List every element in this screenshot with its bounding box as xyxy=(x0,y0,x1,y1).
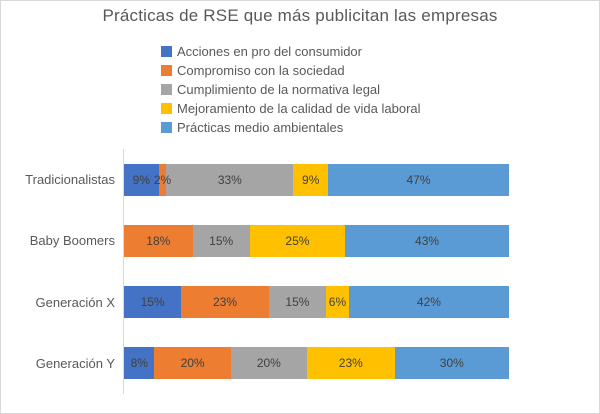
bar-segment: 15% xyxy=(124,286,182,319)
stacked-bar: 9% 2% 33% 9% 47% xyxy=(124,163,509,196)
bar-segment: 15% xyxy=(268,286,327,319)
plot-area: Tradicionalistas 9% 2% 33% 9% 47% Baby Boomers… xyxy=(25,149,509,394)
legend: Acciones en pro del consumidor Compromiso… xyxy=(161,42,421,137)
legend-swatch-icon xyxy=(161,103,172,114)
segment-value-label: 30% xyxy=(439,356,464,371)
category-label: Tradicionalistas xyxy=(25,172,115,188)
legend-item: Prácticas medio ambientales xyxy=(161,118,421,137)
category-label: Baby Boomers xyxy=(29,233,115,249)
stacked-bar: 8% 20% 20% 23% 30% xyxy=(124,347,509,380)
bar-segment: 2% xyxy=(154,163,171,196)
bar-row: Generación X 15% 23% 15% 6% 42% xyxy=(36,272,509,333)
segment-value-label: 9% xyxy=(302,172,320,187)
bar-row: Generación Y 8% 20% 20% 23% 30% xyxy=(36,333,509,394)
legend-item: Mejoramiento de la calidad de vida labor… xyxy=(161,99,421,118)
category-label: Generación X xyxy=(35,294,116,310)
segment-value-label: 18% xyxy=(146,233,171,248)
bar-segment: 30% xyxy=(394,347,509,380)
segment-value-label: 9% xyxy=(132,172,150,187)
legend-swatch-icon xyxy=(161,84,172,95)
segment-value-label: 15% xyxy=(285,295,310,310)
bar-segment: 47% xyxy=(328,163,509,196)
segment-value-label: 42% xyxy=(416,295,441,310)
segment-value-label: 6% xyxy=(328,295,347,310)
legend-swatch-icon xyxy=(161,46,172,57)
segment-value-label: 20% xyxy=(256,356,281,371)
chart-title: Prácticas de RSE que más publicitan las … xyxy=(102,6,498,25)
category-label: Generación Y xyxy=(35,355,115,371)
bar-segment: 43% xyxy=(345,224,509,257)
legend-label: Mejoramiento de la calidad de vida labor… xyxy=(177,101,421,116)
legend-label: Compromiso con la sociedad xyxy=(177,63,345,78)
bar-row: Baby Boomers 18% 15% 25% 43% xyxy=(30,210,509,271)
bar-segment: 25% xyxy=(249,224,346,257)
segment-value-label: 25% xyxy=(285,233,310,248)
bar-segment: 9% xyxy=(124,163,159,196)
segment-value-label: 20% xyxy=(180,356,205,371)
bar-segment: 20% xyxy=(230,347,307,380)
stacked-bar: 15% 23% 15% 6% 42% xyxy=(124,286,509,319)
bar-segment: 9% xyxy=(293,163,329,196)
segment-value-label: 23% xyxy=(212,295,238,310)
bar-row: Tradicionalistas 9% 2% 33% 9% 47% xyxy=(25,149,509,210)
segment-value-label: 47% xyxy=(406,172,431,187)
legend-swatch-icon xyxy=(161,122,172,133)
bar-segment: 20% xyxy=(154,347,231,380)
segment-value-label: 43% xyxy=(415,233,440,248)
stacked-bar: 18% 15% 25% 43% xyxy=(124,224,509,257)
segment-value-label: 2% xyxy=(153,172,172,187)
legend-label: Cumplimiento de la normativa legal xyxy=(177,82,381,97)
bar-segment: 6% xyxy=(326,286,349,319)
legend-label: Acciones en pro del consumidor xyxy=(177,44,362,59)
segment-value-label: 23% xyxy=(338,356,363,371)
bar-segment: 18% xyxy=(124,224,193,257)
bar-segment: 42% xyxy=(348,286,509,319)
segment-value-label: 8% xyxy=(130,356,148,371)
bar-segment: 15% xyxy=(192,224,250,257)
legend-item: Cumplimiento de la normativa legal xyxy=(161,80,421,99)
legend-item: Compromiso con la sociedad xyxy=(161,61,421,80)
segment-value-label: 15% xyxy=(209,233,234,248)
bar-segment: 8% xyxy=(124,347,155,380)
legend-label: Prácticas medio ambientales xyxy=(177,120,344,135)
bar-segment: 23% xyxy=(306,347,395,380)
segment-value-label: 33% xyxy=(217,172,242,187)
bar-segment: 33% xyxy=(166,163,294,196)
segment-value-label: 15% xyxy=(140,295,165,310)
legend-item: Acciones en pro del consumidor xyxy=(161,42,421,61)
bar-segment: 23% xyxy=(181,286,269,319)
legend-swatch-icon xyxy=(161,65,172,76)
